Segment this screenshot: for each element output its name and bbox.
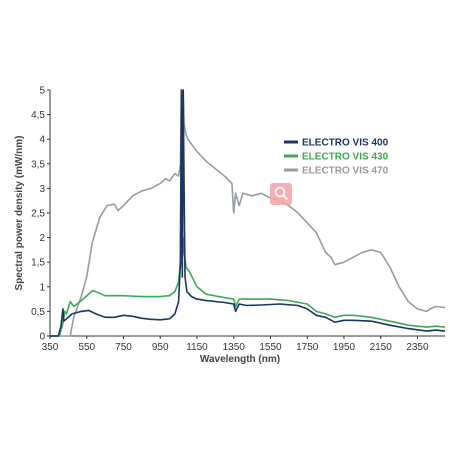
y-tick-label: 3,5 (31, 159, 45, 170)
x-tick-label: 1350 (223, 342, 246, 353)
y-ticks: 0 0,5 1 1,5 2 2,5 3 3,5 4 4,5 5 (31, 86, 50, 343)
x-tick-label: 1750 (296, 342, 319, 353)
series-line-electro-vis-400 (50, 89, 446, 337)
x-tick-label: 950 (152, 342, 169, 353)
x-tick-label: 550 (78, 342, 95, 353)
legend-label: ELECTRO VIS 400 (302, 138, 389, 149)
y-tick-label: 4,5 (31, 110, 45, 121)
x-tick-label: 2350 (406, 342, 429, 353)
x-axis-title: Wavelength (nm) (200, 354, 280, 365)
x-tick-label: 1950 (333, 342, 356, 353)
y-tick-label: 2,5 (31, 209, 45, 220)
y-tick-label: 3 (39, 184, 45, 195)
y-tick-label: 1 (39, 282, 45, 293)
zoom-button[interactable] (270, 183, 292, 205)
series-line-electro-vis-470 (50, 89, 446, 337)
y-tick-label: 4 (39, 135, 45, 146)
y-axis-title: Spectral power density (mW/nm) (14, 135, 25, 290)
x-tick-label: 750 (115, 342, 132, 353)
y-tick-label: 1,5 (31, 258, 45, 269)
legend: ELECTRO VIS 400 ELECTRO VIS 430 ELECTRO VI… (284, 138, 389, 177)
series-layer (50, 89, 446, 337)
x-tick-label: 2150 (370, 342, 393, 353)
y-tick-label: 0,5 (31, 307, 45, 318)
x-tick-label: 1150 (186, 342, 208, 353)
x-tick-label: 1550 (259, 342, 282, 353)
x-tick-label: 350 (42, 342, 59, 353)
magnifier-icon (274, 186, 288, 200)
y-tick-label: 2 (39, 233, 45, 244)
legend-label: ELECTRO VIS 470 (302, 166, 389, 177)
y-tick-label: 0 (39, 332, 45, 343)
legend-label: ELECTRO VIS 430 (302, 152, 389, 163)
x-ticks: 350 550 750 950 1150 1350 1550 1750 1950 2150 2350 (42, 336, 429, 353)
y-tick-label: 5 (39, 86, 45, 97)
